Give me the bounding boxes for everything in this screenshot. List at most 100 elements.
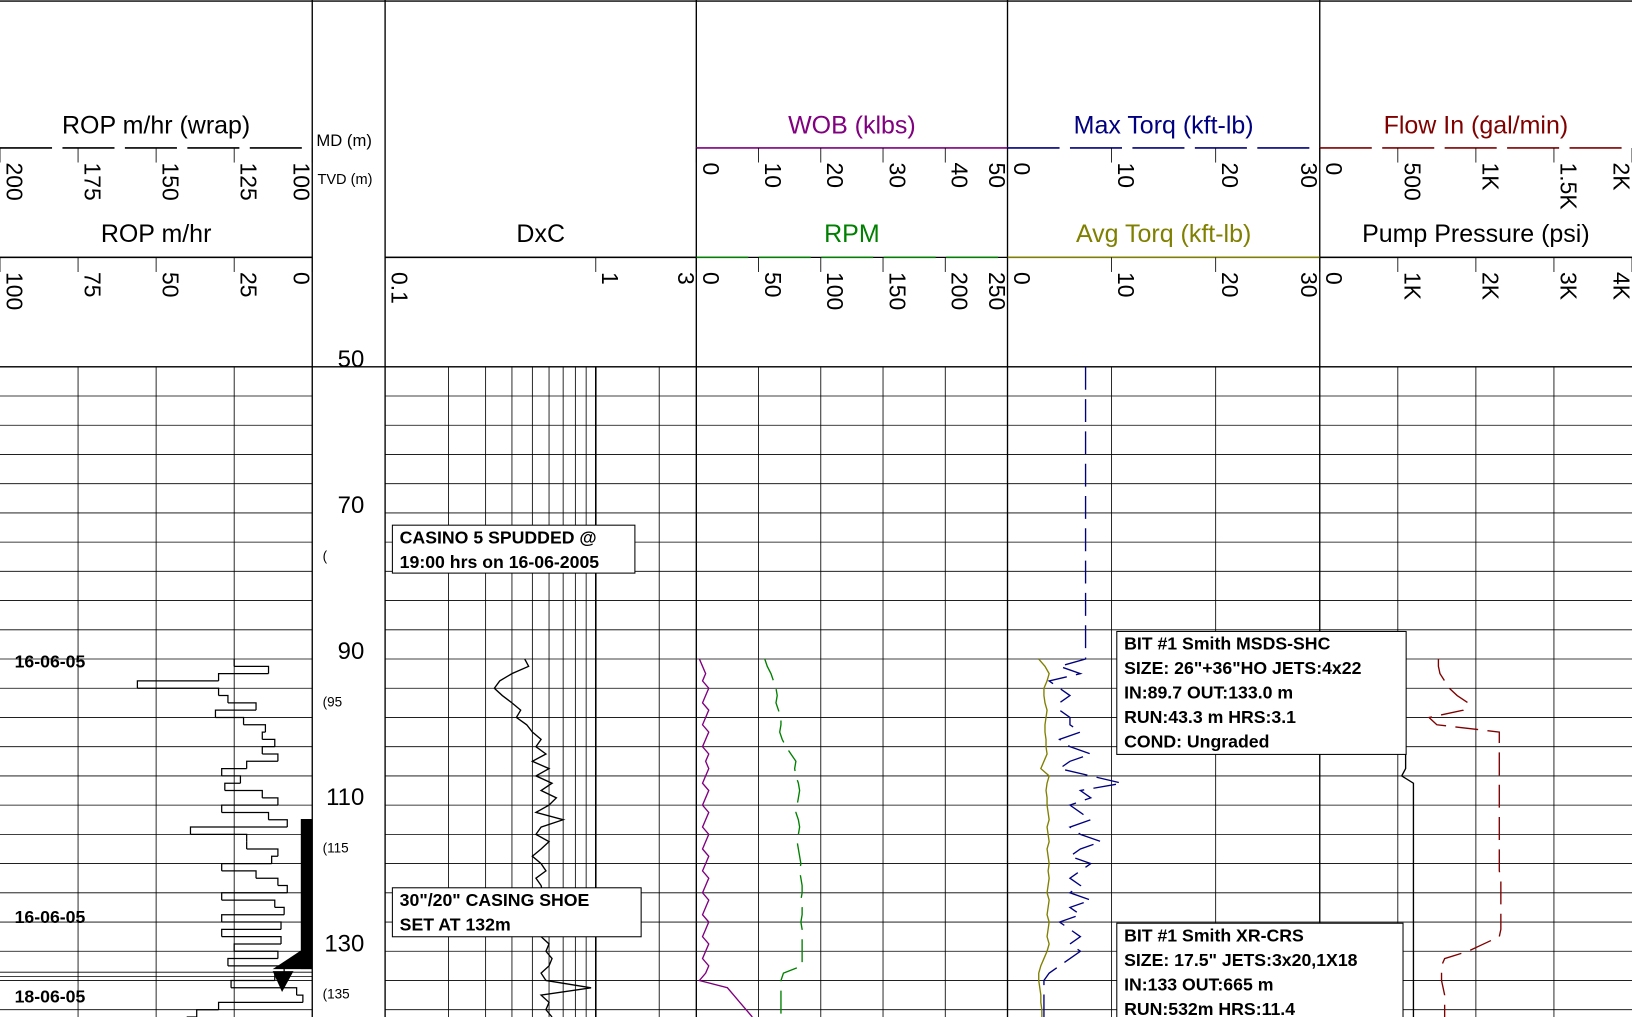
tick-label: 1: [597, 272, 623, 285]
scale-title: ROP m/hr: [101, 220, 212, 248]
tick-label: 100: [289, 163, 315, 201]
annotation-text: SET AT 132m: [400, 914, 511, 934]
tvd-title: TVD (m): [317, 172, 372, 188]
curve: [1043, 366, 1123, 1017]
annotation-text: RUN:43.3 m HRS:3.1: [1124, 707, 1296, 727]
tick-label: 1.5K: [1555, 163, 1581, 211]
tick-label: 0: [1009, 163, 1035, 176]
rop-step: [224, 782, 241, 791]
tick-label: 3: [673, 272, 699, 285]
rop-step: [224, 789, 263, 798]
tick-label: 100: [1, 272, 27, 310]
scale-title: Avg Torq (kft-lb): [1076, 220, 1251, 248]
rop-step: [214, 709, 257, 718]
depth-label: 70: [338, 492, 365, 519]
rop-step: [230, 979, 275, 988]
rop-step: [261, 746, 275, 754]
rop-step: [221, 775, 242, 784]
tick-label: 3K: [1555, 272, 1581, 301]
annotation-text: BIT #1 Smith MSDS-SHC: [1124, 634, 1330, 654]
depth-label: 110: [326, 784, 364, 811]
curve: [1427, 659, 1502, 1017]
rop-step: [221, 870, 257, 879]
curve: [1358, 731, 1415, 1017]
annotation-box: [1116, 630, 1407, 755]
tick-label: 2K: [1608, 163, 1632, 192]
tick-label: 25: [236, 272, 262, 297]
annotation-text: SIZE: 26"+36"HO JETS:4x22: [1124, 658, 1362, 678]
annotation-text: COND: Ungraded: [1124, 732, 1269, 752]
tick-label: 0: [1321, 272, 1347, 285]
rop-step: [262, 797, 279, 806]
tick-label: 0: [698, 272, 724, 285]
tick-label: 50: [760, 272, 786, 297]
rop-step: [215, 716, 245, 725]
rop-step: [221, 767, 247, 776]
scale-title: Flow In (gal/min): [1384, 112, 1569, 140]
tick-label: 2K: [1477, 272, 1503, 301]
tick-label: 0: [1009, 272, 1035, 285]
rop-step: [233, 943, 282, 952]
rop-step: [221, 899, 276, 908]
tvd-label: (135: [323, 987, 350, 1002]
date-label: 16-06-05: [15, 651, 86, 671]
rop-step: [256, 877, 279, 886]
rop-step: [196, 1009, 219, 1017]
rop-step: [243, 724, 267, 733]
curve: [698, 658, 753, 1017]
annotation-box: [1116, 922, 1404, 1017]
rop-step: [231, 987, 298, 996]
tick-label: 200: [1, 163, 27, 201]
tick-label: 20: [1217, 163, 1243, 188]
rop-step: [277, 884, 288, 893]
tick-label: 30: [1296, 163, 1322, 188]
depth-label: 50: [338, 346, 365, 373]
annotation-box: [391, 887, 642, 938]
annotation-text: SIZE: 17.5" JETS:3x20,1X18: [1124, 950, 1358, 970]
date-label: 18-06-05: [15, 987, 86, 1007]
rop-step: [137, 687, 220, 696]
rop-step: [271, 855, 278, 864]
rop-step: [190, 833, 248, 842]
scale-title: WOB (klbs): [788, 112, 916, 140]
tick-label: 150: [158, 163, 184, 201]
tick-label: 4K: [1608, 272, 1632, 301]
tick-label: 0: [289, 272, 315, 285]
rop-step: [221, 914, 285, 923]
annotation-text: BIT #1 Smith XR-CRS: [1124, 925, 1304, 945]
tvd-label: (95: [323, 694, 343, 709]
annotation-text: IN:89.7 OUT:133.0 m: [1124, 683, 1293, 703]
rop-step: [234, 950, 279, 959]
scale-title: Max Torq (kft-lb): [1074, 112, 1254, 140]
tick-label: 20: [822, 163, 848, 188]
rop-step: [227, 957, 278, 966]
annotation-text: 19:00 hrs on 16-06-2005: [400, 552, 600, 572]
tick-label: 50: [984, 163, 1010, 188]
rop-step: [189, 826, 288, 835]
tick-label: 1K: [1399, 272, 1425, 301]
rop-step: [221, 928, 282, 937]
tick-label: 200: [947, 272, 973, 310]
scale-title: DxC: [516, 220, 565, 248]
scale-title: RPM: [824, 220, 879, 248]
rop-step: [262, 753, 279, 762]
tick-label: 0: [698, 163, 724, 176]
tvd-label: (115: [323, 841, 349, 856]
rop-step: [246, 760, 278, 769]
tick-label: 0.1: [387, 272, 413, 304]
curve: [764, 658, 803, 1017]
curve: [1038, 658, 1050, 1017]
rop-step: [274, 906, 285, 915]
depth-label: 130: [324, 930, 364, 957]
annotation-text: CASINO 5 SPUDDED @: [400, 527, 597, 547]
rop-step: [221, 892, 288, 901]
tick-label: 150: [884, 272, 910, 310]
rop-step: [221, 921, 282, 930]
tick-label: 40: [947, 163, 973, 188]
rop-step: [262, 738, 276, 747]
tick-label: 500: [1399, 163, 1425, 201]
tick-label: 1K: [1477, 163, 1503, 192]
labels: MD (m) TVD (m) 507090110130((95(115(1351…: [1, 112, 1632, 1017]
